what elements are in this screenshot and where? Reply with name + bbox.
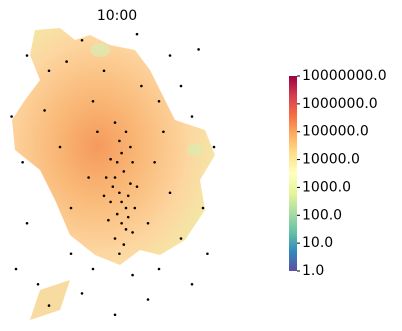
point: [135, 32, 139, 36]
colorbar-tick-label: 100.0: [302, 207, 342, 223]
point: [157, 99, 161, 103]
point: [109, 200, 112, 204]
point: [126, 194, 130, 198]
point: [102, 69, 106, 73]
colorbar-tick-label: 1000000.0: [302, 96, 378, 112]
point: [133, 206, 137, 210]
low-area: [187, 144, 203, 156]
point: [87, 176, 90, 179]
point: [91, 99, 95, 103]
point: [47, 69, 51, 73]
point: [129, 182, 132, 185]
point: [162, 130, 165, 134]
point: [131, 231, 134, 234]
map: [12, 28, 215, 320]
point: [129, 145, 132, 149]
point: [104, 176, 108, 179]
point: [190, 115, 194, 118]
point: [146, 221, 150, 225]
point: [140, 84, 143, 88]
point: [80, 38, 84, 42]
point: [111, 185, 115, 188]
point: [135, 185, 139, 188]
point: [120, 221, 123, 225]
colorbar-tick-label: 1.0: [302, 263, 324, 279]
region: [30, 280, 70, 320]
point: [118, 139, 121, 143]
point: [212, 145, 216, 149]
point: [109, 157, 112, 161]
point: [58, 145, 62, 149]
point: [168, 191, 172, 195]
point: [113, 313, 117, 317]
point: [96, 130, 99, 134]
point: [65, 60, 68, 63]
colorbar-tick-label: 10000000.0: [302, 68, 387, 84]
point: [206, 252, 209, 256]
point: [131, 160, 134, 164]
point: [10, 115, 13, 118]
region: [12, 28, 215, 265]
point: [120, 200, 123, 204]
point: [80, 292, 84, 295]
point: [21, 160, 24, 164]
point: [122, 170, 126, 173]
point: [107, 218, 110, 222]
point: [47, 304, 51, 307]
point: [118, 252, 121, 256]
point: [190, 282, 194, 286]
colorbar-tick-label: 10.0: [302, 235, 333, 251]
point: [115, 160, 119, 164]
point: [124, 130, 128, 134]
point: [113, 237, 117, 240]
point: [113, 176, 117, 179]
colorbar: [289, 76, 297, 271]
point: [124, 206, 128, 210]
point: [146, 298, 150, 301]
point: [126, 215, 130, 219]
point: [122, 243, 126, 246]
point: [36, 282, 40, 286]
point: [201, 206, 205, 210]
point: [179, 237, 183, 240]
point: [179, 84, 183, 88]
point: [131, 273, 134, 277]
point: [197, 48, 200, 51]
point: [118, 191, 121, 195]
colorbar-tick-label: 1000.0: [302, 179, 351, 195]
point: [25, 54, 29, 57]
point: [157, 267, 161, 271]
point: [69, 252, 73, 256]
point: [14, 267, 18, 271]
point: [113, 121, 117, 124]
point: [124, 228, 128, 231]
colorbar-tick-label: 100000.0: [302, 124, 369, 140]
point: [168, 54, 172, 57]
point: [69, 206, 73, 210]
low-area: [90, 43, 110, 57]
point: [25, 221, 29, 225]
colorbar-tick-label: 10000.0: [302, 152, 360, 168]
chart-title: 10:00: [97, 8, 137, 24]
point: [43, 109, 46, 112]
point: [115, 212, 119, 216]
point: [153, 160, 156, 164]
point: [102, 194, 106, 198]
point: [120, 151, 123, 155]
point: [91, 267, 95, 271]
